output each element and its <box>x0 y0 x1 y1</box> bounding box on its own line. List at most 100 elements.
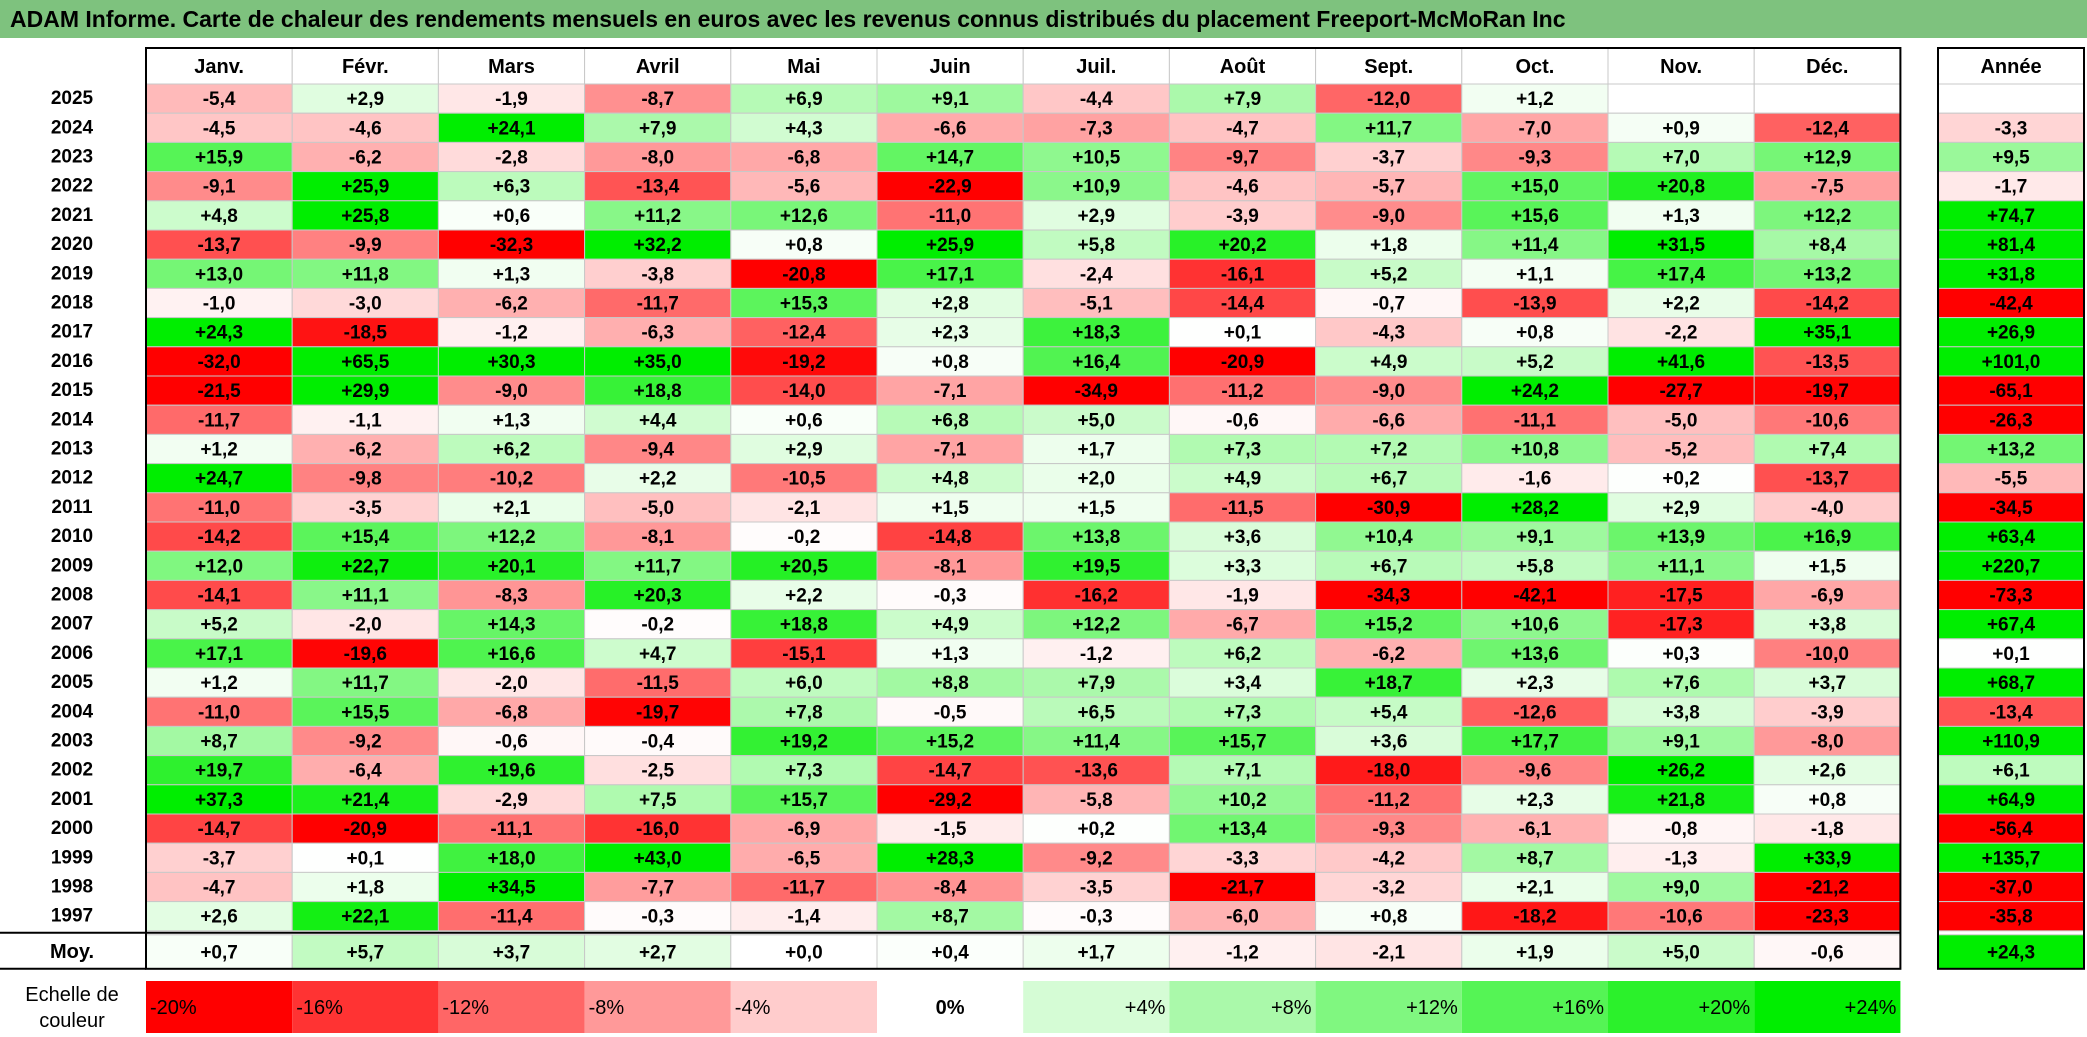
cell-value: +11,4 <box>1073 732 1120 753</box>
cell-value: +2,3 <box>931 323 969 344</box>
cell-value: +3,6 <box>1224 527 1262 548</box>
heatmap-cell <box>1461 200 1609 231</box>
cell-value: -3,5 <box>349 498 382 519</box>
average-cell <box>584 934 732 970</box>
heatmap-cell <box>291 871 439 903</box>
heatmap-cell <box>1168 492 1317 523</box>
cell-value: -4,7 <box>203 878 236 899</box>
scale-swatch <box>1315 981 1462 1033</box>
cell-value: +17,4 <box>1657 264 1706 285</box>
heatmap-cell <box>1315 258 1463 289</box>
heatmap-cell <box>1753 433 1901 465</box>
average-cell <box>1022 934 1170 970</box>
heatmap-cell <box>584 638 732 669</box>
cell-value: -13,9 <box>1513 294 1556 315</box>
cell-value: -9,9 <box>349 235 382 256</box>
cell-value: +2,3 <box>1516 673 1554 694</box>
month-header-cell <box>876 47 1024 85</box>
cell-value: +5,2 <box>1516 352 1554 373</box>
cell-value: -18,0 <box>1367 761 1410 782</box>
cell-value: +43,0 <box>634 848 682 869</box>
cell-value: +3,8 <box>1809 615 1847 636</box>
cell-value: +8,7 <box>1516 848 1554 869</box>
average-cell <box>1753 934 1901 970</box>
heatmap-cell <box>1168 258 1317 289</box>
heatmap-cell <box>145 171 293 202</box>
cell-value: +21,4 <box>341 790 390 811</box>
cell-value: -3,3 <box>1226 848 1259 869</box>
annual-cell <box>1937 404 2085 435</box>
heatmap-cell <box>584 229 732 260</box>
cell-value: -1,2 <box>495 323 528 344</box>
heatmap-cell <box>584 784 732 815</box>
cell-value: +5,8 <box>1078 235 1116 256</box>
heatmap-cell <box>876 667 1024 698</box>
cell-value: -3,9 <box>1811 702 1844 723</box>
cell-value: +20,2 <box>1218 235 1266 256</box>
month-header-label: Sept. <box>1364 56 1413 78</box>
cell-value: +2,6 <box>1809 761 1847 782</box>
heatmap-cell <box>1461 638 1609 669</box>
cell-value: +10,6 <box>1511 615 1559 636</box>
heatmap-cell <box>145 784 293 815</box>
scale-value-label: -16% <box>296 997 343 1019</box>
heatmap-cell <box>1168 609 1317 640</box>
cell-value: -11,1 <box>490 819 533 840</box>
cell-value: +6,0 <box>785 673 823 694</box>
cell-value: +1,2 <box>200 440 238 461</box>
annual-value: -37,0 <box>1989 878 2032 899</box>
heatmap-cell <box>876 200 1024 231</box>
year-label: 1997 <box>51 906 93 927</box>
annual-cell <box>1937 696 2085 727</box>
cell-value: -5,8 <box>1080 790 1113 811</box>
annual-cell <box>1937 112 2085 143</box>
cell-value: +20,8 <box>1657 177 1705 198</box>
cell-value: +1,2 <box>1516 89 1554 110</box>
cell-value: +1,1 <box>1516 264 1554 285</box>
cell-value: -9,6 <box>1519 761 1552 782</box>
year-label: 2025 <box>51 88 94 109</box>
cell-value: +4,9 <box>931 615 969 636</box>
cell-value: -1,6 <box>1519 469 1552 490</box>
annual-value: +135,7 <box>1982 848 2041 869</box>
cell-value: -18,5 <box>344 323 388 344</box>
cell-value: +13,4 <box>1218 819 1267 840</box>
heatmap-cell <box>1753 463 1901 494</box>
cell-value: -9,4 <box>641 440 674 461</box>
heatmap-cell <box>876 463 1024 494</box>
heatmap-cell <box>1168 112 1317 143</box>
heatmap-cell <box>1168 871 1317 903</box>
cell-value: -8,0 <box>1811 732 1844 753</box>
heatmap-cell <box>1168 842 1317 873</box>
year-label: 2002 <box>51 760 93 781</box>
heatmap-cell <box>584 521 732 552</box>
heatmap-cell <box>145 287 293 319</box>
cell-value: -4,5 <box>203 118 236 139</box>
heatmap-cell <box>145 83 293 114</box>
cell-value: +2,9 <box>347 89 385 110</box>
annual-value: +13,2 <box>1987 440 2035 461</box>
heatmap-cell <box>1022 550 1170 581</box>
cell-value: -20,8 <box>782 264 825 285</box>
heatmap-cell <box>730 112 878 143</box>
cell-value: -3,2 <box>1372 878 1405 899</box>
cell-value: -13,7 <box>197 235 240 256</box>
cell-value: +6,7 <box>1370 556 1408 577</box>
month-header-cell <box>1461 47 1609 85</box>
cell-value: +19,6 <box>487 761 535 782</box>
month-header-cell <box>1168 47 1317 85</box>
cell-value: +6,5 <box>1078 702 1116 723</box>
annual-cell <box>1937 141 2085 173</box>
cell-value: -10,5 <box>782 469 826 490</box>
heatmap-cell <box>291 667 439 698</box>
heatmap-cell <box>876 638 1024 669</box>
average-cell <box>437 934 586 970</box>
heatmap-cell <box>584 83 732 114</box>
cell-value: +18,0 <box>487 848 535 869</box>
cell-value: -30,9 <box>1367 498 1410 519</box>
average-label: Moy. <box>50 941 94 963</box>
cell-value: -19,7 <box>636 702 679 723</box>
cell-value: +4,9 <box>1224 469 1262 490</box>
cell-value: -7,5 <box>1811 177 1844 198</box>
year-label: 2015 <box>51 380 94 401</box>
